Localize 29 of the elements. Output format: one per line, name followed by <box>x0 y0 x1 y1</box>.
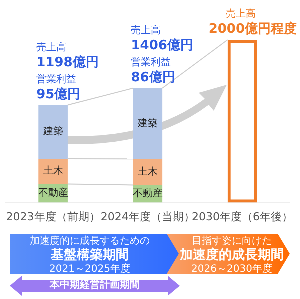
x-tick-label: 2023年度（前期） <box>6 210 100 224</box>
bar <box>133 88 163 160</box>
text: 加速度的に成長するための <box>29 236 151 248</box>
text: 本中期経営計画期間 <box>48 280 141 292</box>
text: 不動産 <box>132 188 163 200</box>
text: 売上高 <box>131 24 162 36</box>
text: 加速度的成長期間 <box>178 248 285 264</box>
series-label: 建築 <box>42 126 64 138</box>
annotation: 1406億円 <box>131 37 194 54</box>
series-label: 不動産 <box>38 187 68 200</box>
text: 土木 <box>138 166 158 178</box>
text: 2021～2025年度 <box>48 264 132 276</box>
text: 建築 <box>138 118 158 130</box>
bar <box>38 105 68 160</box>
annotation: 営業利益 <box>131 56 172 68</box>
annotation: 売上高 <box>36 41 67 54</box>
series-label: 土木 <box>43 165 64 178</box>
text: 2000億円程度 <box>208 21 298 37</box>
annotation: 86億円 <box>131 69 176 86</box>
annotation: 営業利益 <box>36 73 77 86</box>
annotation: 1198億円 <box>36 54 99 70</box>
text: 基盤構築期間 <box>50 248 130 264</box>
x-tick-label: 2030年度（6年後） <box>192 210 294 224</box>
text: 目指す姿に向けた <box>191 236 273 248</box>
text: 2026～2030年度 <box>190 264 274 276</box>
bar <box>133 159 163 186</box>
bar <box>38 159 68 184</box>
annotation: 95億円 <box>36 86 81 102</box>
text: 売上高 <box>226 8 256 20</box>
